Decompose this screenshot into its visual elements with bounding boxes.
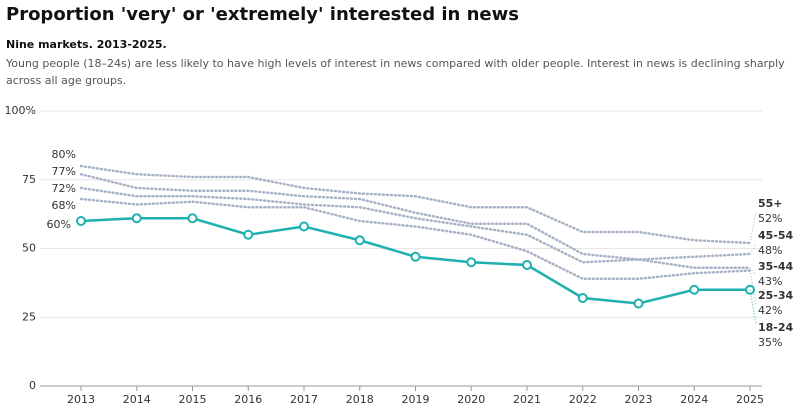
point: [410, 251, 421, 262]
point: [187, 213, 198, 224]
point: [633, 298, 644, 309]
value-label: 35%: [758, 336, 782, 349]
point: [522, 260, 532, 270]
value-label: 60%: [47, 218, 71, 231]
x-tick-label: 2020: [457, 393, 485, 406]
x-tick-label: 2021: [513, 393, 541, 406]
value-label: 52%: [758, 212, 782, 225]
point: [466, 257, 477, 268]
header: Proportion 'very' or 'extremely' interes…: [6, 4, 796, 89]
y-tick-label: 100%: [5, 104, 36, 117]
series-name: 18-24: [758, 321, 794, 334]
value-label: 68%: [52, 199, 76, 212]
point: [689, 284, 700, 295]
x-tick-label: 2013: [67, 393, 95, 406]
series-name: 55+: [758, 197, 783, 210]
label-connector: [749, 243, 757, 255]
point: [354, 235, 365, 246]
series-name: 45-54: [758, 229, 794, 242]
chart-title: Proportion 'very' or 'extremely' interes…: [6, 4, 519, 25]
y-tick-label: 75: [22, 173, 36, 186]
series-line: [79, 173, 752, 261]
series-name: 25-34: [758, 289, 794, 302]
x-tick-label: 2023: [625, 393, 653, 406]
series-line: [79, 164, 752, 245]
value-label: 48%: [758, 244, 782, 257]
point: [243, 229, 254, 240]
series-line: [79, 186, 752, 269]
series-name: 35-44: [758, 260, 794, 273]
y-tick-label: 0: [29, 379, 36, 392]
value-label: 72%: [52, 182, 76, 195]
label-connector: [749, 289, 757, 325]
series-line: [79, 197, 752, 280]
chart-subtitle: Nine markets. 2013-2025.: [6, 38, 167, 51]
value-label: 43%: [758, 275, 782, 288]
value-label: 42%: [758, 304, 782, 317]
chart-description: Young people (18–24s) are less likely to…: [6, 57, 785, 87]
label-connector: [749, 211, 757, 244]
point: [131, 213, 142, 224]
x-tick-label: 2025: [736, 393, 764, 406]
x-tick-label: 2016: [234, 393, 262, 406]
x-tick-label: 2018: [346, 393, 374, 406]
point: [299, 221, 309, 232]
x-tick-label: 2015: [179, 393, 207, 406]
x-tick-label: 2022: [569, 393, 597, 406]
point: [577, 293, 588, 303]
point: [76, 216, 86, 226]
x-tick-label: 2024: [680, 393, 708, 406]
y-tick-label: 25: [22, 310, 36, 323]
y-tick-label: 50: [22, 242, 36, 255]
value-label: 77%: [52, 165, 76, 178]
value-label: 80%: [52, 148, 76, 161]
x-tick-label: 2019: [402, 393, 430, 406]
x-tick-label: 2014: [123, 393, 151, 406]
x-tick-label: 2017: [290, 393, 318, 406]
